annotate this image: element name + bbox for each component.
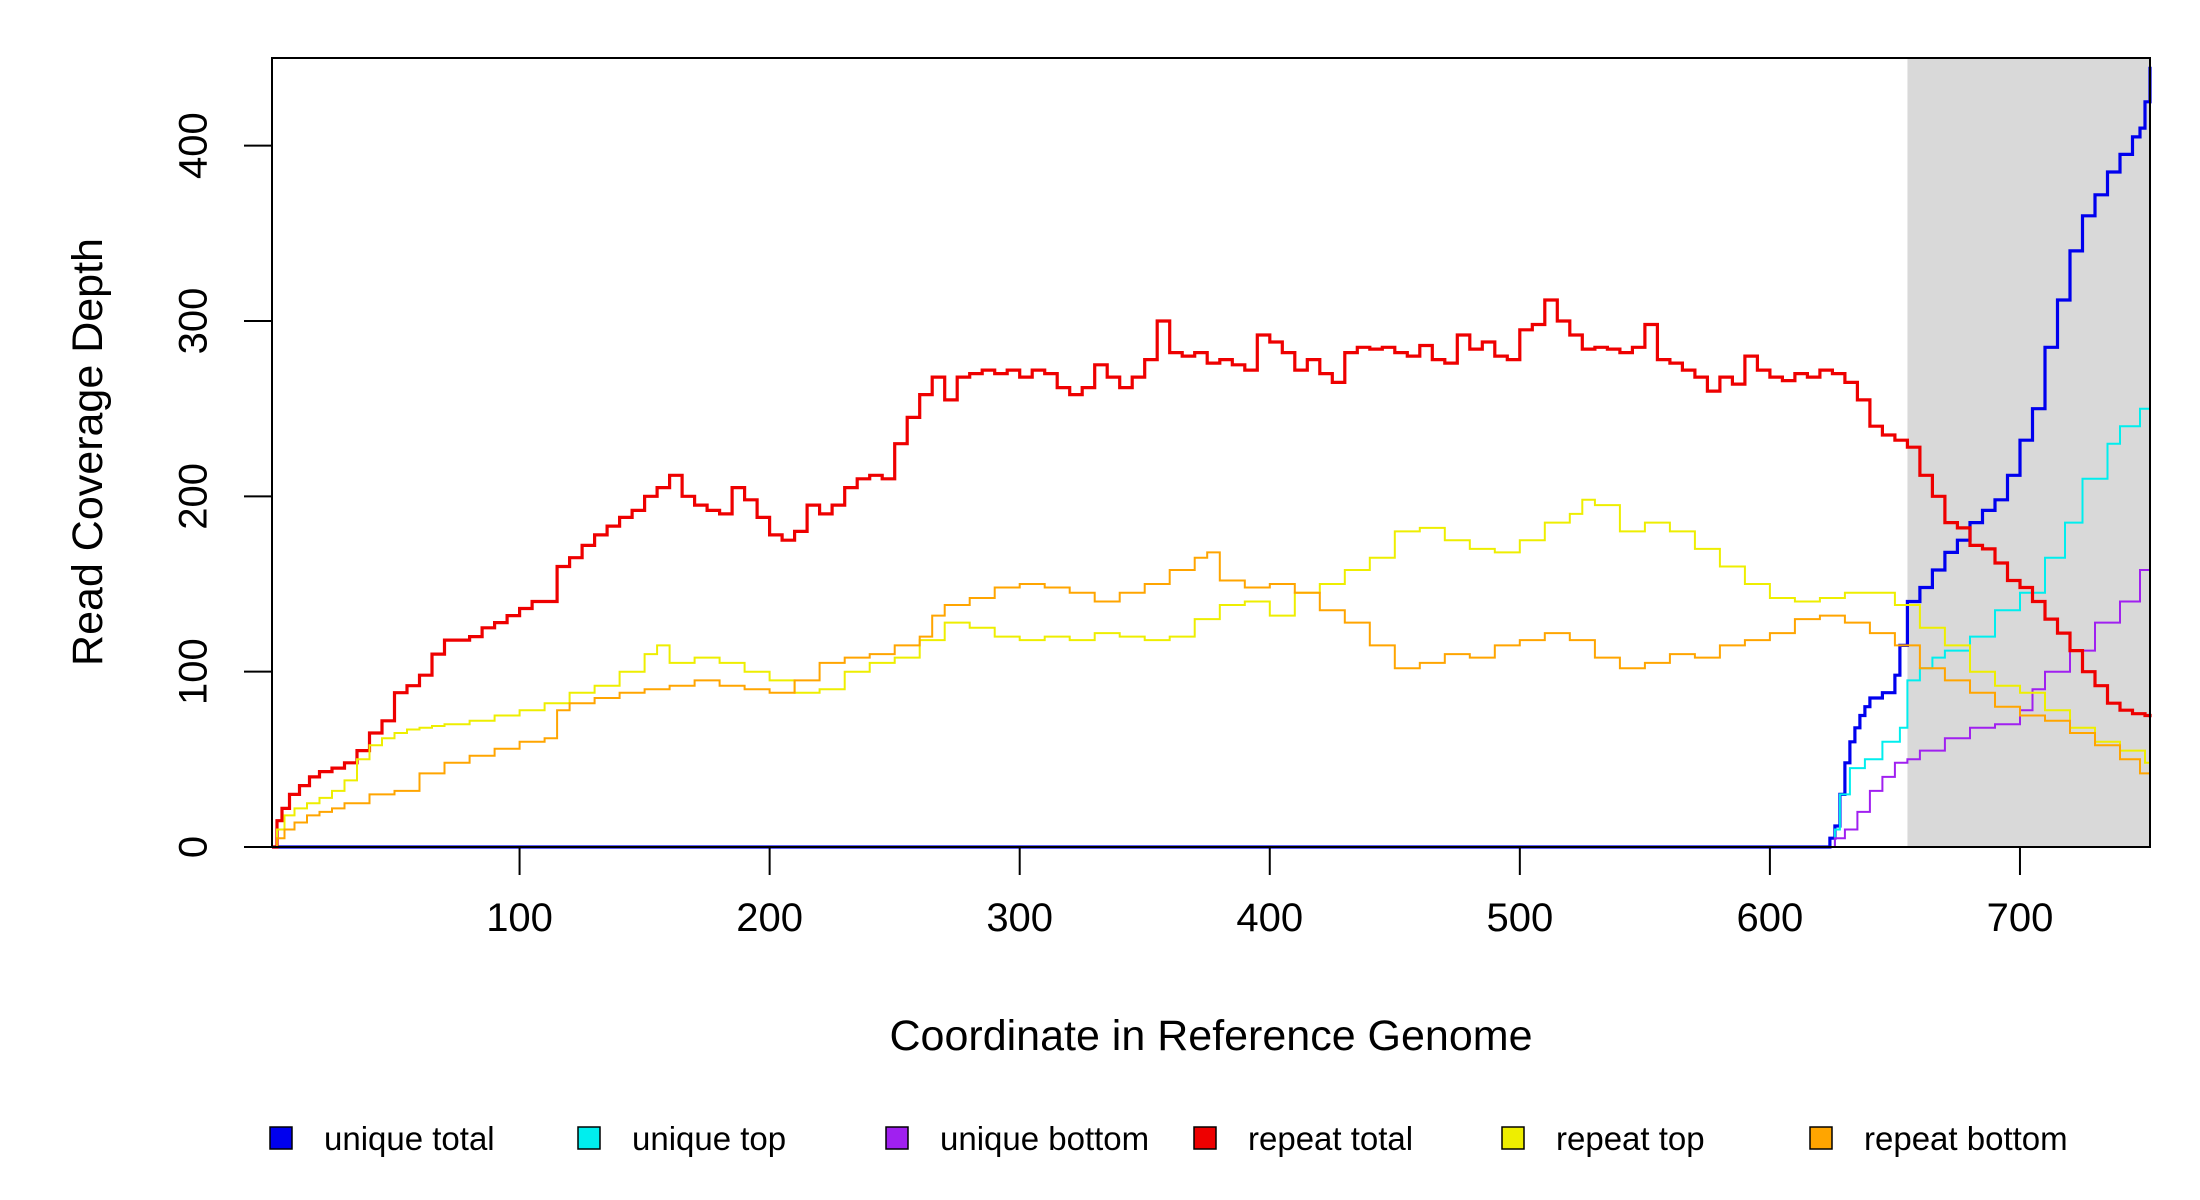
legend-swatch [1501,1126,1525,1150]
legend-swatch [1193,1126,1217,1150]
series-layer [272,66,2152,849]
series-line-repeat-bottom [272,551,2151,848]
y-axis-title: Read Coverage Depth [64,238,112,666]
legend-label: repeat total [1248,1120,1413,1157]
x-axis-title: Coordinate in Reference Genome [890,1012,1533,1060]
y-tick-label: 300 [172,288,216,355]
x-tick-label: 200 [736,896,803,940]
x-tick-label: 300 [986,896,1053,940]
legend-label: unique total [324,1120,495,1157]
plot-frame [271,57,2151,848]
y-tick-label: 400 [172,112,216,179]
legend-swatch [269,1126,293,1150]
y-tick-label: 0 [172,836,216,858]
series-line-unique-bottom [272,545,2151,848]
legend-swatch [1809,1126,1833,1150]
axis-layer: 100 200 300 400 500 600 700 0 100 200 300 400 [172,112,2054,940]
legend-label: unique top [632,1120,786,1157]
shaded-region [1907,58,2150,847]
legend-label: repeat top [1556,1120,1705,1157]
series-line-unique-top [272,373,2151,848]
series-line-repeat-total [272,298,2152,849]
series-line-unique-total [272,66,2152,849]
x-tick-label: 400 [1236,896,1303,940]
series-line-repeat-top [272,498,2151,848]
legend: unique total unique top unique bottom repea… [269,1120,2068,1157]
y-tick-label: 200 [172,463,216,530]
x-tick-label: 500 [1486,896,1553,940]
legend-label: unique bottom [940,1120,1149,1157]
x-tick-label: 700 [1987,896,2054,940]
legend-swatch [577,1126,601,1150]
x-tick-label: 100 [486,896,553,940]
legend-label: repeat bottom [1864,1120,2068,1157]
x-tick-label: 600 [1737,896,1804,940]
shaded-region-layer [1907,58,2150,847]
y-tick-label: 100 [172,638,216,705]
legend-swatch [885,1126,909,1150]
